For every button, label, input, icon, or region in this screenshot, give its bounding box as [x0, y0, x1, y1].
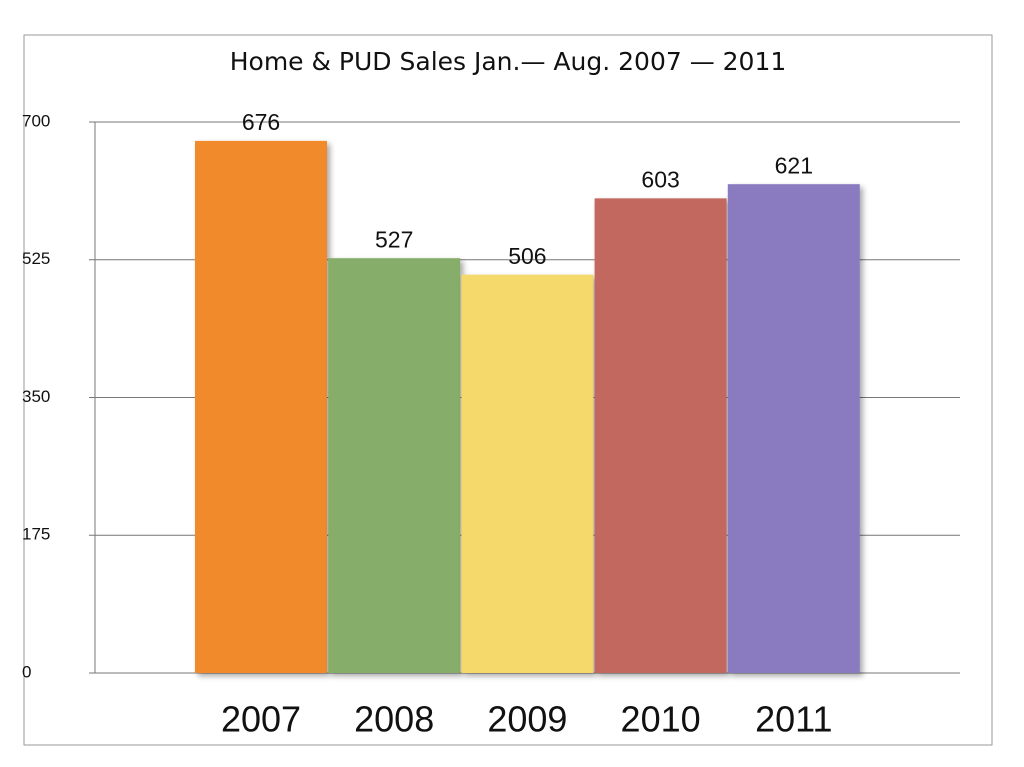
bar [727, 184, 860, 674]
x-tick-label: 2010 [621, 699, 701, 740]
data-label: 621 [775, 152, 813, 178]
bar [328, 258, 461, 673]
x-tick-label: 2008 [354, 699, 434, 740]
chart-title: Home & PUD Sales Jan.— Aug. 2007 — 2011 [230, 47, 787, 76]
data-label: 506 [508, 243, 546, 269]
bar [195, 140, 327, 674]
y-tick-label: 175 [22, 525, 50, 544]
bar [461, 274, 594, 673]
y-tick-label: 525 [22, 249, 50, 268]
bar [594, 198, 727, 674]
data-label: 676 [242, 109, 280, 135]
x-tick-label: 2009 [487, 699, 567, 740]
data-label: 603 [641, 166, 679, 192]
y-tick-label: 350 [22, 387, 50, 406]
x-tick-label: 2007 [221, 699, 301, 740]
x-tick-label: 2011 [755, 699, 832, 740]
data-label: 527 [375, 226, 413, 252]
y-tick-label: 0 [22, 662, 31, 681]
y-tick-label: 700 [22, 111, 50, 130]
